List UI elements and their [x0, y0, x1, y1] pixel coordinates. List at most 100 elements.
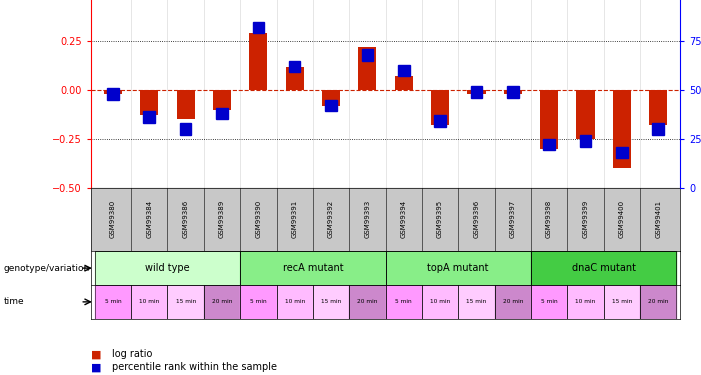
- Text: 5 min: 5 min: [250, 299, 266, 304]
- Text: GSM99380: GSM99380: [110, 200, 116, 238]
- Text: 15 min: 15 min: [321, 299, 341, 304]
- Bar: [213, 90, 231, 110]
- Text: 5 min: 5 min: [104, 299, 121, 304]
- Bar: [168, 285, 204, 319]
- Text: 5 min: 5 min: [540, 299, 557, 304]
- Text: GSM99389: GSM99389: [219, 200, 225, 238]
- Text: GSM99396: GSM99396: [473, 200, 479, 238]
- Bar: [289, 61, 301, 72]
- Text: GSM99386: GSM99386: [183, 200, 189, 238]
- Bar: [580, 135, 591, 147]
- Text: 10 min: 10 min: [576, 299, 596, 304]
- Bar: [313, 285, 349, 319]
- Text: 5 min: 5 min: [395, 299, 412, 304]
- Bar: [349, 285, 386, 319]
- Bar: [95, 251, 240, 285]
- Text: 15 min: 15 min: [612, 299, 632, 304]
- Bar: [240, 285, 276, 319]
- Bar: [358, 47, 376, 90]
- Bar: [95, 285, 131, 319]
- Text: GSM99391: GSM99391: [292, 200, 298, 238]
- Text: GSM99390: GSM99390: [255, 200, 261, 238]
- Bar: [168, 285, 204, 319]
- Bar: [604, 285, 640, 319]
- Text: ■: ■: [91, 350, 102, 359]
- Bar: [576, 90, 594, 139]
- Bar: [276, 285, 313, 319]
- Bar: [640, 285, 676, 319]
- Bar: [458, 285, 495, 319]
- Bar: [653, 123, 664, 135]
- Text: percentile rank within the sample: percentile rank within the sample: [112, 363, 277, 372]
- Text: genotype/variation: genotype/variation: [4, 264, 90, 273]
- Bar: [567, 285, 604, 319]
- Bar: [216, 108, 228, 119]
- Bar: [616, 147, 627, 158]
- Bar: [649, 90, 667, 125]
- Text: recA mutant: recA mutant: [283, 263, 343, 273]
- Text: GSM99384: GSM99384: [147, 200, 152, 238]
- Text: log ratio: log ratio: [112, 350, 153, 359]
- Bar: [468, 90, 486, 94]
- Bar: [422, 285, 458, 319]
- Bar: [276, 285, 313, 319]
- Bar: [458, 285, 495, 319]
- Bar: [140, 90, 158, 116]
- Text: GSM99401: GSM99401: [655, 200, 661, 238]
- Bar: [252, 22, 264, 33]
- Text: GSM99397: GSM99397: [510, 200, 516, 238]
- Bar: [470, 86, 482, 98]
- Bar: [204, 285, 240, 319]
- Bar: [604, 285, 640, 319]
- Text: 20 min: 20 min: [648, 299, 668, 304]
- Bar: [204, 285, 240, 319]
- Bar: [386, 285, 422, 319]
- Bar: [386, 251, 531, 285]
- Bar: [395, 76, 413, 90]
- Bar: [531, 251, 676, 285]
- Bar: [250, 33, 267, 90]
- Text: 10 min: 10 min: [430, 299, 450, 304]
- Bar: [131, 285, 168, 319]
- Text: 20 min: 20 min: [212, 299, 232, 304]
- Text: GSM99400: GSM99400: [619, 200, 625, 238]
- Bar: [431, 90, 449, 125]
- Bar: [422, 285, 458, 319]
- Bar: [362, 49, 373, 61]
- Text: 20 min: 20 min: [503, 299, 523, 304]
- Text: GSM99399: GSM99399: [583, 200, 588, 238]
- Bar: [398, 64, 409, 76]
- Text: topA mutant: topA mutant: [428, 263, 489, 273]
- Text: GSM99398: GSM99398: [546, 200, 552, 238]
- Bar: [131, 285, 168, 319]
- Text: dnaC mutant: dnaC mutant: [571, 263, 636, 273]
- Text: 20 min: 20 min: [358, 299, 378, 304]
- Bar: [495, 285, 531, 319]
- Bar: [240, 285, 276, 319]
- Text: 10 min: 10 min: [285, 299, 305, 304]
- Bar: [313, 285, 349, 319]
- Bar: [531, 251, 676, 285]
- Bar: [543, 139, 555, 150]
- Bar: [349, 285, 386, 319]
- Text: ■: ■: [91, 363, 102, 372]
- Bar: [104, 90, 122, 94]
- Text: 15 min: 15 min: [466, 299, 486, 304]
- Bar: [540, 90, 558, 148]
- Text: GSM99392: GSM99392: [328, 200, 334, 238]
- Bar: [495, 285, 531, 319]
- Bar: [504, 90, 522, 94]
- Bar: [434, 116, 446, 127]
- Text: 15 min: 15 min: [175, 299, 196, 304]
- Bar: [240, 251, 386, 285]
- Bar: [144, 111, 155, 123]
- Bar: [507, 86, 519, 98]
- Text: GSM99394: GSM99394: [401, 200, 407, 238]
- Text: wild type: wild type: [145, 263, 190, 273]
- Bar: [531, 285, 567, 319]
- Text: 10 min: 10 min: [139, 299, 159, 304]
- Text: GSM99395: GSM99395: [437, 200, 443, 238]
- Bar: [640, 285, 676, 319]
- Bar: [531, 285, 567, 319]
- Bar: [386, 251, 531, 285]
